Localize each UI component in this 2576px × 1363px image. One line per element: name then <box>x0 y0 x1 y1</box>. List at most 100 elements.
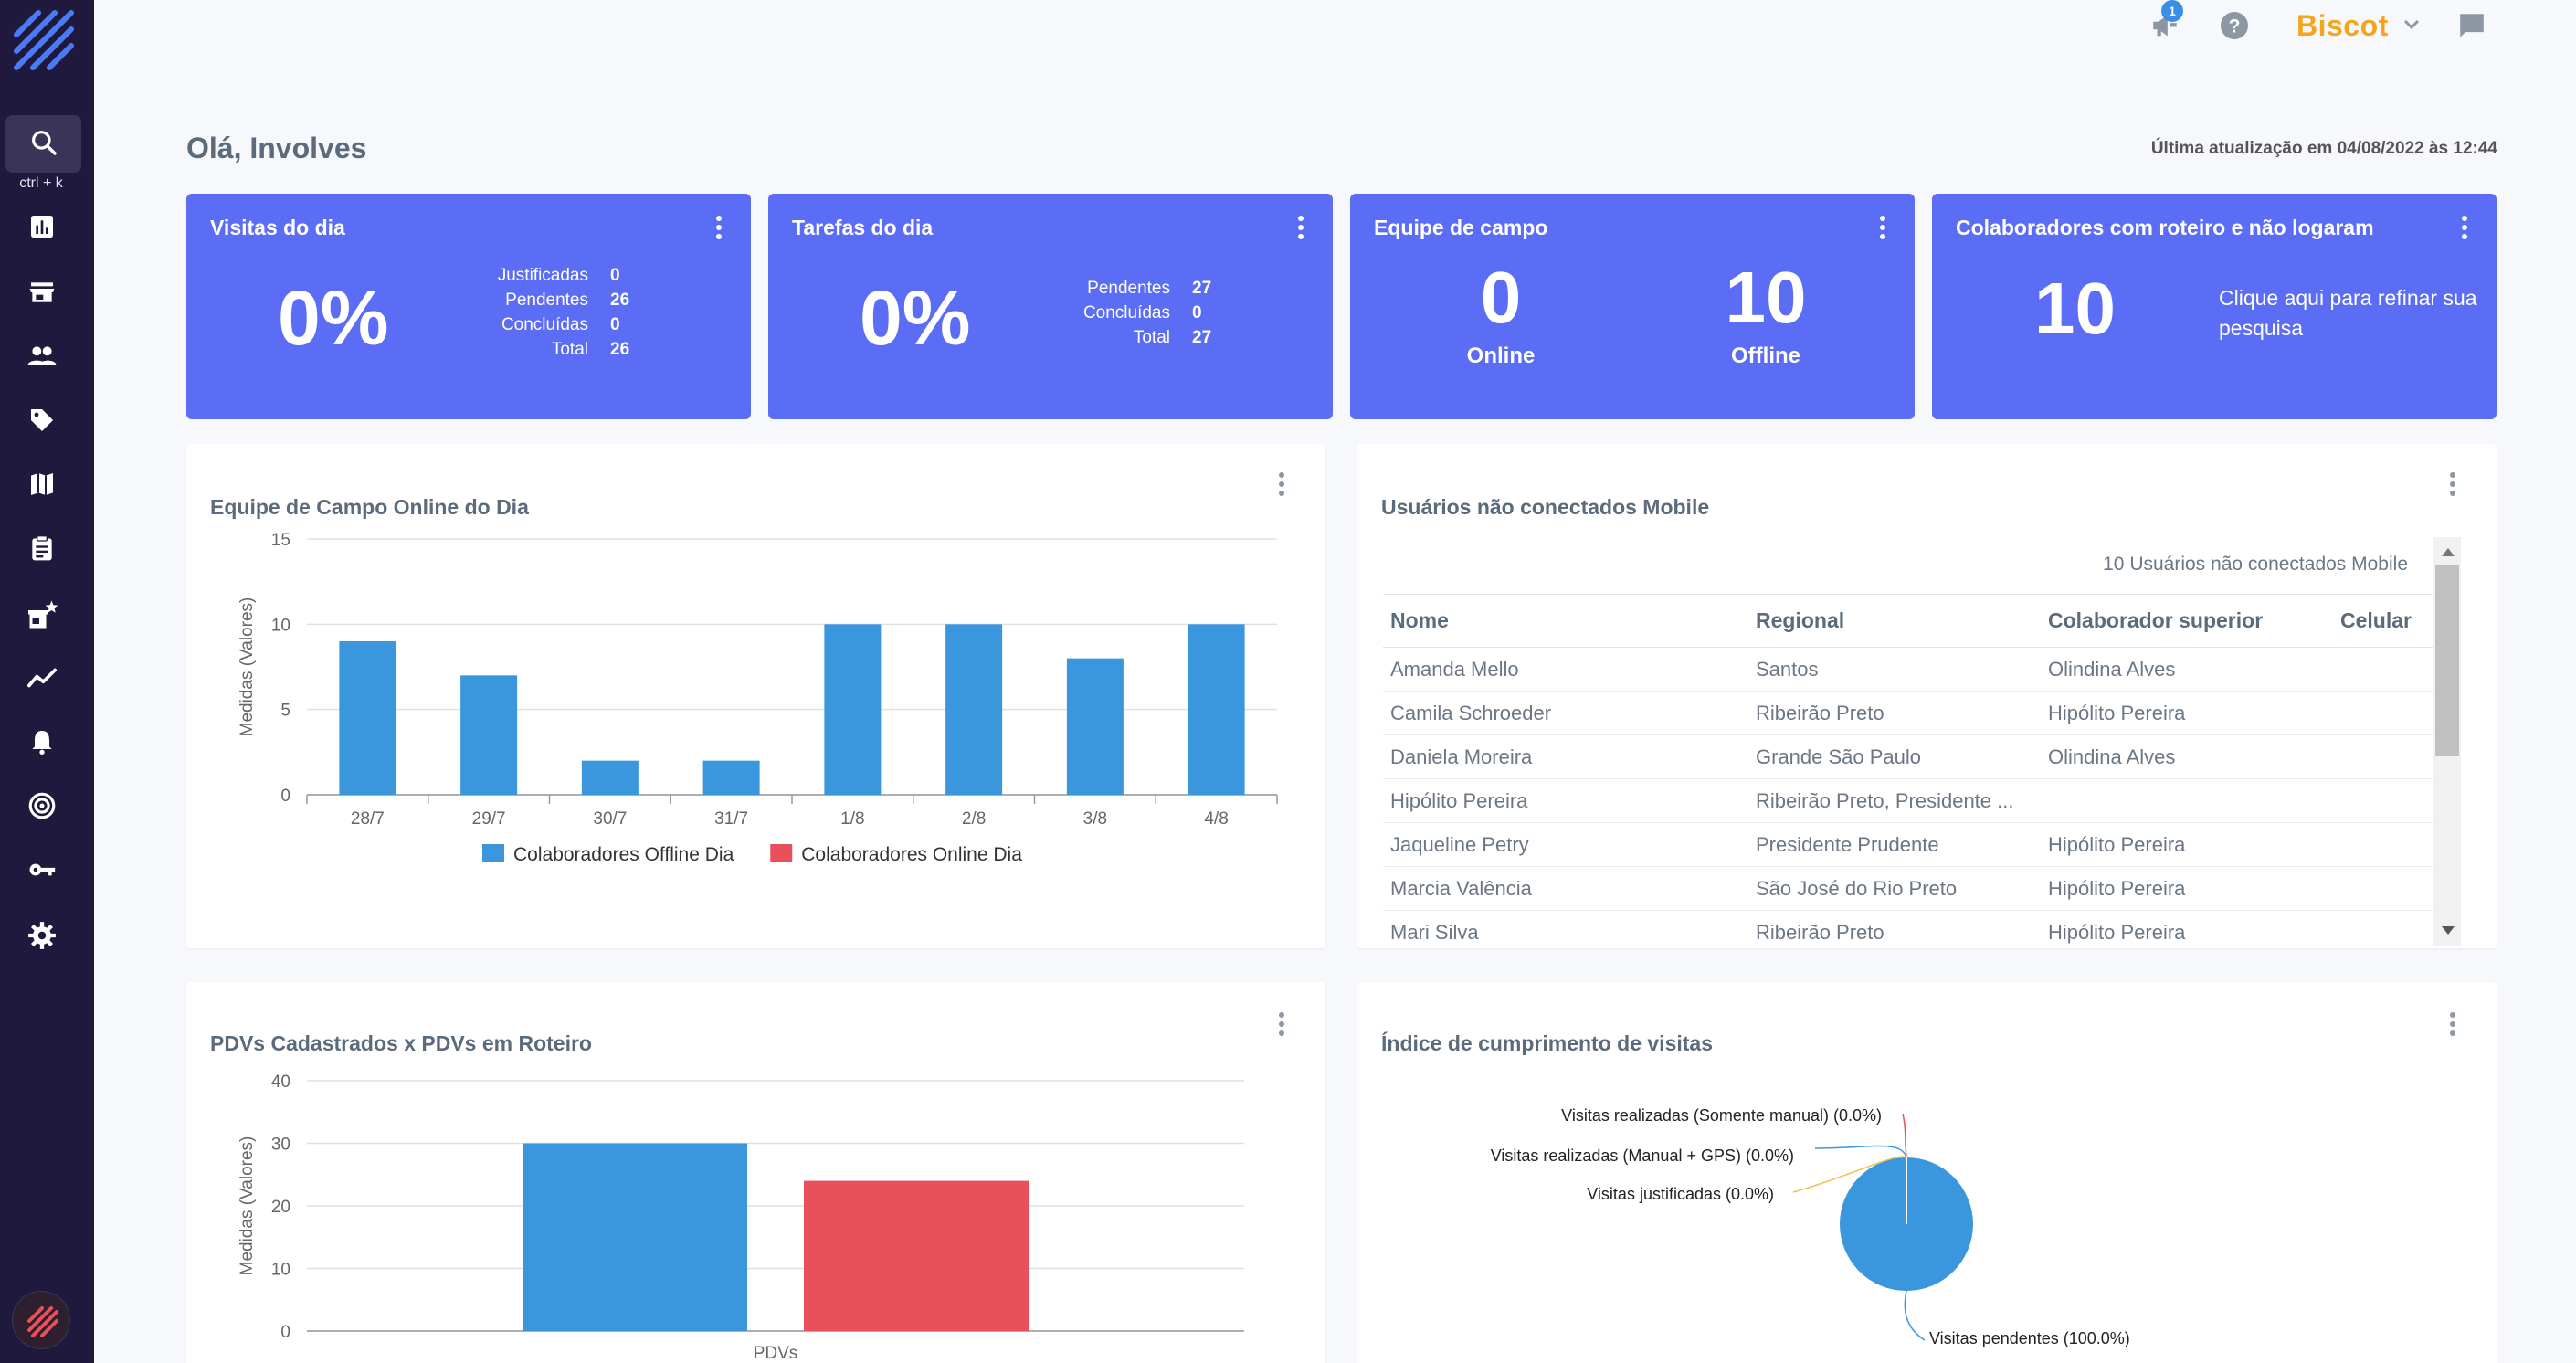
store-star-icon <box>28 600 58 629</box>
sidebar-item-tags[interactable] <box>24 402 60 438</box>
table-row[interactable]: Hipólito Pereira Ribeirão Preto, Presiden… <box>1383 778 2437 823</box>
pie-connector <box>1902 1113 1907 1158</box>
sidebar-item-tasks[interactable] <box>24 530 60 566</box>
table-cell: Grande São Paulo <box>1748 734 2041 779</box>
sidebar-item-reports[interactable] <box>24 660 60 696</box>
search-icon <box>32 131 57 155</box>
y-tick-label: 10 <box>271 616 290 635</box>
bar[interactable] <box>824 624 882 795</box>
table-cell: Hipólito Pereira <box>2041 910 2333 946</box>
bar[interactable] <box>1066 658 1124 795</box>
table-cell: Hipólito Pereira <box>2041 691 2333 735</box>
bar[interactable] <box>581 760 639 795</box>
more-vert-icon[interactable] <box>1277 471 1286 497</box>
more-vert-icon[interactable] <box>1878 214 1887 241</box>
column-header-superior[interactable]: Colaborador superior <box>2041 594 2333 648</box>
y-axis-label: Medidas (Valores) <box>238 597 257 737</box>
table-cell: Olindina Alves <box>2041 734 2333 779</box>
chevron-down-icon[interactable] <box>2401 13 2423 35</box>
sidebar-item-goals[interactable] <box>24 787 60 824</box>
more-vert-icon[interactable] <box>1277 1011 1286 1037</box>
target-icon <box>28 792 56 819</box>
legend-label[interactable]: Colaboradores Online Dia <box>801 844 1022 865</box>
more-vert-icon[interactable] <box>1296 214 1305 241</box>
y-tick-label: 15 <box>271 531 290 550</box>
table-row[interactable]: Marcia Valência São José do Rio Preto Hipó… <box>1383 866 2437 911</box>
table-cell: Hipólito Pereira <box>2041 866 2333 911</box>
trend-icon <box>26 668 58 688</box>
kpi-card-tarefas[interactable]: Tarefas do dia 0% Pendentes 27 Concluídas… <box>768 194 1333 419</box>
scroll-thumb[interactable] <box>2435 565 2459 756</box>
chat-icon <box>2460 14 2484 37</box>
y-tick-label: 40 <box>271 1072 290 1092</box>
users-table: Nome Regional Colaborador superior Celul… <box>1383 594 2437 946</box>
more-vert-icon[interactable] <box>2460 214 2469 241</box>
more-vert-icon[interactable] <box>2448 471 2457 497</box>
table-cell: Hipólito Pereira <box>2041 822 2333 867</box>
sidebar-item-dashboard[interactable] <box>24 208 60 245</box>
bar[interactable] <box>523 1143 747 1332</box>
pie-connector <box>1904 1290 1926 1341</box>
column-header-nome[interactable]: Nome <box>1383 594 1748 648</box>
kpi-card-equipe[interactable]: Equipe de campo 0 Online 10 Offline <box>1350 194 1915 419</box>
more-vert-icon[interactable] <box>714 214 723 241</box>
client-brand-logo[interactable]: Biscot <box>2296 9 2389 42</box>
y-tick-label: 30 <box>271 1136 290 1155</box>
table-cell: Camila Schroeder <box>1383 691 1748 735</box>
sidebar-item-access[interactable] <box>24 851 60 888</box>
table-cell: Ribeirão Preto <box>1748 691 2041 735</box>
bar[interactable] <box>702 760 760 795</box>
user-avatar[interactable] <box>12 1291 70 1349</box>
sidebar-item-search[interactable] <box>5 115 81 173</box>
bar[interactable] <box>1188 624 1245 795</box>
svg-text:?: ? <box>2229 16 2241 37</box>
table-cell: Hipólito Pereira <box>1383 778 1748 823</box>
column-header-regional[interactable]: Regional <box>1748 594 2041 648</box>
y-tick-label: 0 <box>280 1323 290 1342</box>
y-tick-label: 20 <box>271 1198 290 1217</box>
refine-search-link[interactable]: Clique aqui para refinar sua pesquisa <box>2219 286 2477 340</box>
y-axis-label: Medidas (Valores) <box>238 1136 257 1276</box>
help-button[interactable]: ? <box>2216 7 2253 44</box>
bar[interactable] <box>339 641 396 795</box>
kpi-card-colaboradores[interactable]: Colaboradores com roteiro e não logaram … <box>1932 194 2497 419</box>
sidebar-item-stores[interactable] <box>24 274 60 311</box>
sidebar-item-people[interactable] <box>24 338 60 375</box>
scroll-down-icon[interactable] <box>2442 926 2455 935</box>
column-header-celular[interactable]: Celular <box>2333 594 2437 648</box>
table-row[interactable]: Amanda Mello Santos Olindina Alves <box>1383 647 2437 692</box>
bar[interactable] <box>804 1180 1029 1331</box>
x-tick-label: 3/8 <box>1083 809 1107 829</box>
table-row[interactable]: Daniela Moreira Grande São Paulo Olindina … <box>1383 734 2437 779</box>
table-row[interactable]: Camila Schroeder Ribeirão Preto Hipólito P… <box>1383 691 2437 735</box>
app-logo-icon[interactable] <box>11 7 75 71</box>
chat-button[interactable] <box>2454 7 2490 44</box>
sidebar-item-settings[interactable] <box>24 917 60 954</box>
sidebar-item-map[interactable] <box>24 466 60 502</box>
table-row[interactable]: Mari Silva Ribeirão Preto Hipólito Pereira <box>1383 910 2437 946</box>
bar[interactable] <box>460 675 518 795</box>
x-tick-label: PDVs <box>754 1344 798 1363</box>
user-logo-icon <box>27 1306 58 1337</box>
table-row[interactable]: Jaqueline Petry Presidente Prudente Hipóli… <box>1383 822 2437 867</box>
x-tick-label: 30/7 <box>593 809 627 829</box>
table-cell: Daniela Moreira <box>1383 734 1748 779</box>
kpi-card-visitas[interactable]: Visitas do dia 0% Justificadas 0 Pendente… <box>186 194 751 419</box>
x-tick-label: 1/8 <box>840 809 864 829</box>
bar[interactable] <box>945 624 1003 795</box>
sidebar-item-notifications[interactable] <box>24 724 60 760</box>
y-tick-label: 5 <box>280 702 290 721</box>
kpi-stats: Pendentes 27 Concluídas 0 Total 27 <box>1082 279 1212 347</box>
more-vert-icon[interactable] <box>2448 1011 2457 1037</box>
tag-icon <box>31 409 53 431</box>
scroll-up-icon[interactable] <box>2442 548 2455 556</box>
announcements-button[interactable] <box>2147 7 2183 44</box>
users-table-container[interactable]: 10 Usuários não conectados Mobile Nome R… <box>1357 537 2472 946</box>
map-icon <box>31 473 53 495</box>
table-scrollbar[interactable] <box>2433 537 2461 946</box>
dashboard-icon <box>31 216 53 238</box>
sidebar-item-featured-stores[interactable] <box>24 597 60 634</box>
table-cell: São José do Rio Preto <box>1748 866 2041 911</box>
pie-label: Visitas pendentes (100.0%) <box>1929 1329 2130 1347</box>
legend-label[interactable]: Colaboradores Offline Dia <box>513 844 734 865</box>
